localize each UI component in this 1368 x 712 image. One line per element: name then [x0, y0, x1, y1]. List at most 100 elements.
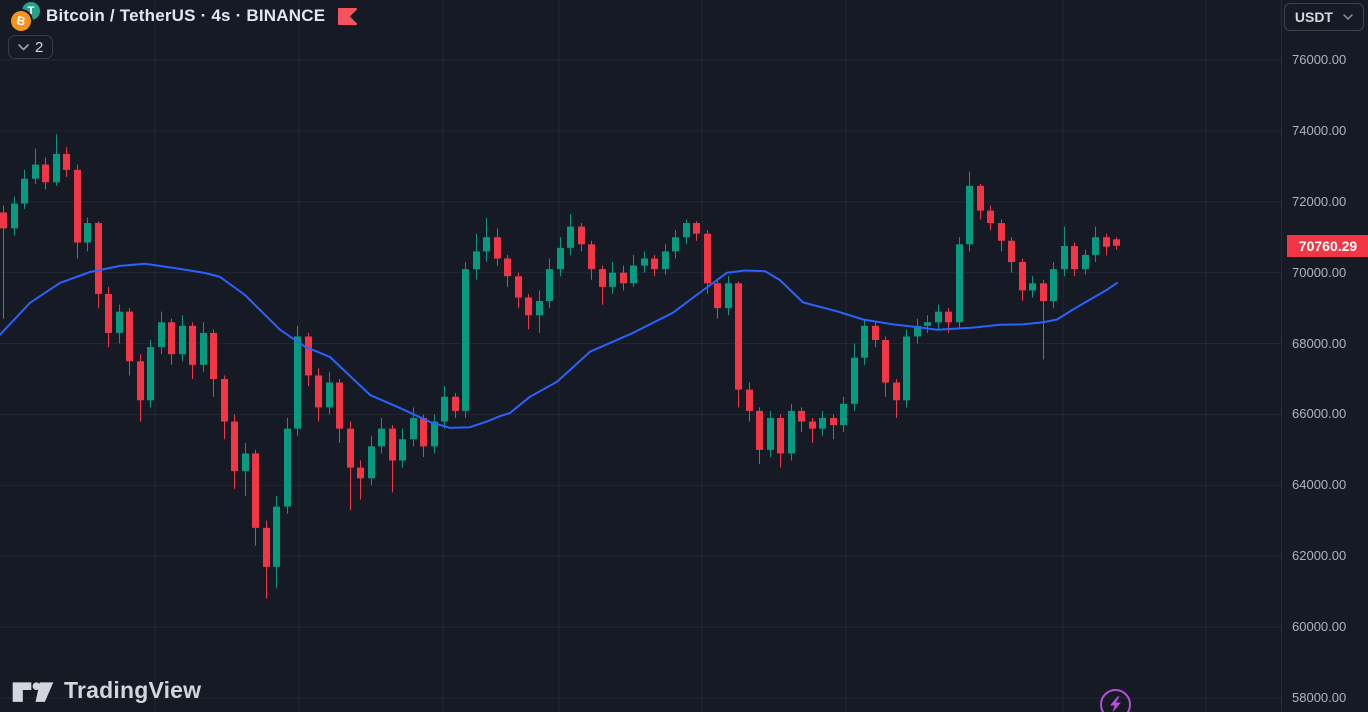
candle-down	[620, 272, 627, 284]
candle-up	[368, 446, 375, 479]
candle-down	[336, 382, 343, 429]
candle-up	[378, 428, 385, 447]
last-price-value: 70760.29	[1298, 237, 1358, 254]
candle-up	[662, 251, 669, 270]
candle-up	[861, 325, 868, 358]
price-tick: 68000.00	[1292, 335, 1347, 351]
candle-down	[305, 336, 312, 376]
candle-up	[567, 226, 574, 248]
candle-up	[53, 153, 60, 183]
candle-up	[1082, 254, 1089, 270]
candle-down	[452, 396, 459, 411]
candle-up	[410, 417, 417, 440]
candle-down	[872, 325, 879, 341]
candle-up	[399, 439, 406, 461]
candle-up	[1061, 246, 1068, 270]
candle-down	[809, 421, 816, 429]
candle-up	[1092, 237, 1099, 255]
candle-up	[1029, 283, 1036, 291]
indicators-toggle-button[interactable]: 2	[8, 35, 54, 59]
candle-up	[956, 244, 963, 323]
candle-down	[977, 185, 984, 211]
candle-down	[777, 417, 784, 454]
candle-down	[357, 467, 364, 479]
candle-up	[483, 237, 490, 252]
candle-up	[116, 311, 123, 333]
flag-icon[interactable]	[338, 7, 358, 25]
tradingview-wordmark: TradingView	[64, 676, 202, 703]
candle-up	[284, 428, 291, 507]
price-tick: 62000.00	[1292, 548, 1347, 564]
candle-up	[683, 223, 690, 238]
candle-down	[588, 244, 595, 270]
candle-down	[263, 527, 270, 567]
candle-up	[672, 237, 679, 252]
candle-down	[221, 379, 228, 422]
candle-up	[21, 178, 28, 204]
candle-up	[935, 311, 942, 323]
candle-down	[494, 237, 501, 259]
candle-down	[578, 226, 585, 245]
chart-header: T B Bitcoin / TetherUS · 4s · BINANCE 2	[8, 2, 358, 59]
tradingview-logo[interactable]: TradingView	[11, 676, 201, 704]
candle-up	[903, 336, 910, 401]
candle-up	[326, 382, 333, 408]
candle-down	[746, 389, 753, 411]
candle-up	[767, 417, 774, 450]
candle-down	[893, 382, 900, 401]
candle-up	[630, 265, 637, 284]
lightning-button[interactable]	[1100, 689, 1131, 712]
price-axis[interactable]: 70760.29 76000.00 74000.00 72000.00 70000.0…	[1281, 0, 1368, 712]
price-tick: 66000.00	[1292, 406, 1347, 422]
candle-up	[431, 421, 438, 447]
candlestick-chart[interactable]	[0, 0, 1281, 712]
candle-down	[0, 212, 7, 229]
candle-down	[420, 417, 427, 447]
price-tick: 64000.00	[1292, 477, 1347, 493]
candle-down	[1040, 283, 1047, 302]
candle-up	[609, 272, 616, 287]
candle-down	[126, 311, 133, 362]
currency-selector[interactable]: USDT	[1283, 3, 1364, 31]
candle-down	[63, 153, 70, 170]
candle-up	[788, 410, 795, 454]
candle-up	[641, 258, 648, 266]
currency-selector-value: USDT	[1294, 9, 1333, 25]
symbol-title[interactable]: Bitcoin / TetherUS · 4s · BINANCE	[46, 6, 326, 25]
candle-down	[1071, 246, 1078, 270]
candle-up	[966, 185, 973, 245]
candle-down	[95, 223, 102, 294]
candle-up	[179, 325, 186, 355]
candle-up	[200, 332, 207, 365]
candle-up	[1050, 269, 1057, 302]
candle-down	[882, 340, 889, 383]
candle-up	[840, 403, 847, 426]
candle-down	[1113, 239, 1120, 246]
candle-down	[231, 421, 238, 472]
candle-down	[998, 223, 1005, 241]
candle-down	[210, 332, 217, 379]
candle-up	[536, 301, 543, 316]
indicator-count: 2	[35, 38, 44, 56]
candle-down	[515, 276, 522, 298]
candle-down	[945, 311, 952, 323]
candle-up	[147, 347, 154, 401]
price-tick: 76000.00	[1292, 52, 1347, 67]
candle-down	[315, 375, 322, 408]
candle-up	[557, 247, 564, 270]
candle-up	[84, 223, 91, 243]
candle-up	[473, 251, 480, 270]
candle-down	[693, 223, 700, 234]
candle-down	[987, 210, 994, 224]
candle-down	[168, 322, 175, 355]
candle-down	[1008, 240, 1015, 263]
candle-up	[32, 164, 39, 179]
symbol-title-row: T B Bitcoin / TetherUS · 4s · BINANCE	[8, 2, 358, 33]
candle-down	[504, 258, 511, 277]
candle-down	[189, 325, 196, 365]
lightning-icon	[1110, 696, 1121, 712]
ma-line	[0, 262, 1118, 429]
candle-up	[441, 396, 448, 422]
tradingview-logo-icon	[12, 682, 54, 702]
